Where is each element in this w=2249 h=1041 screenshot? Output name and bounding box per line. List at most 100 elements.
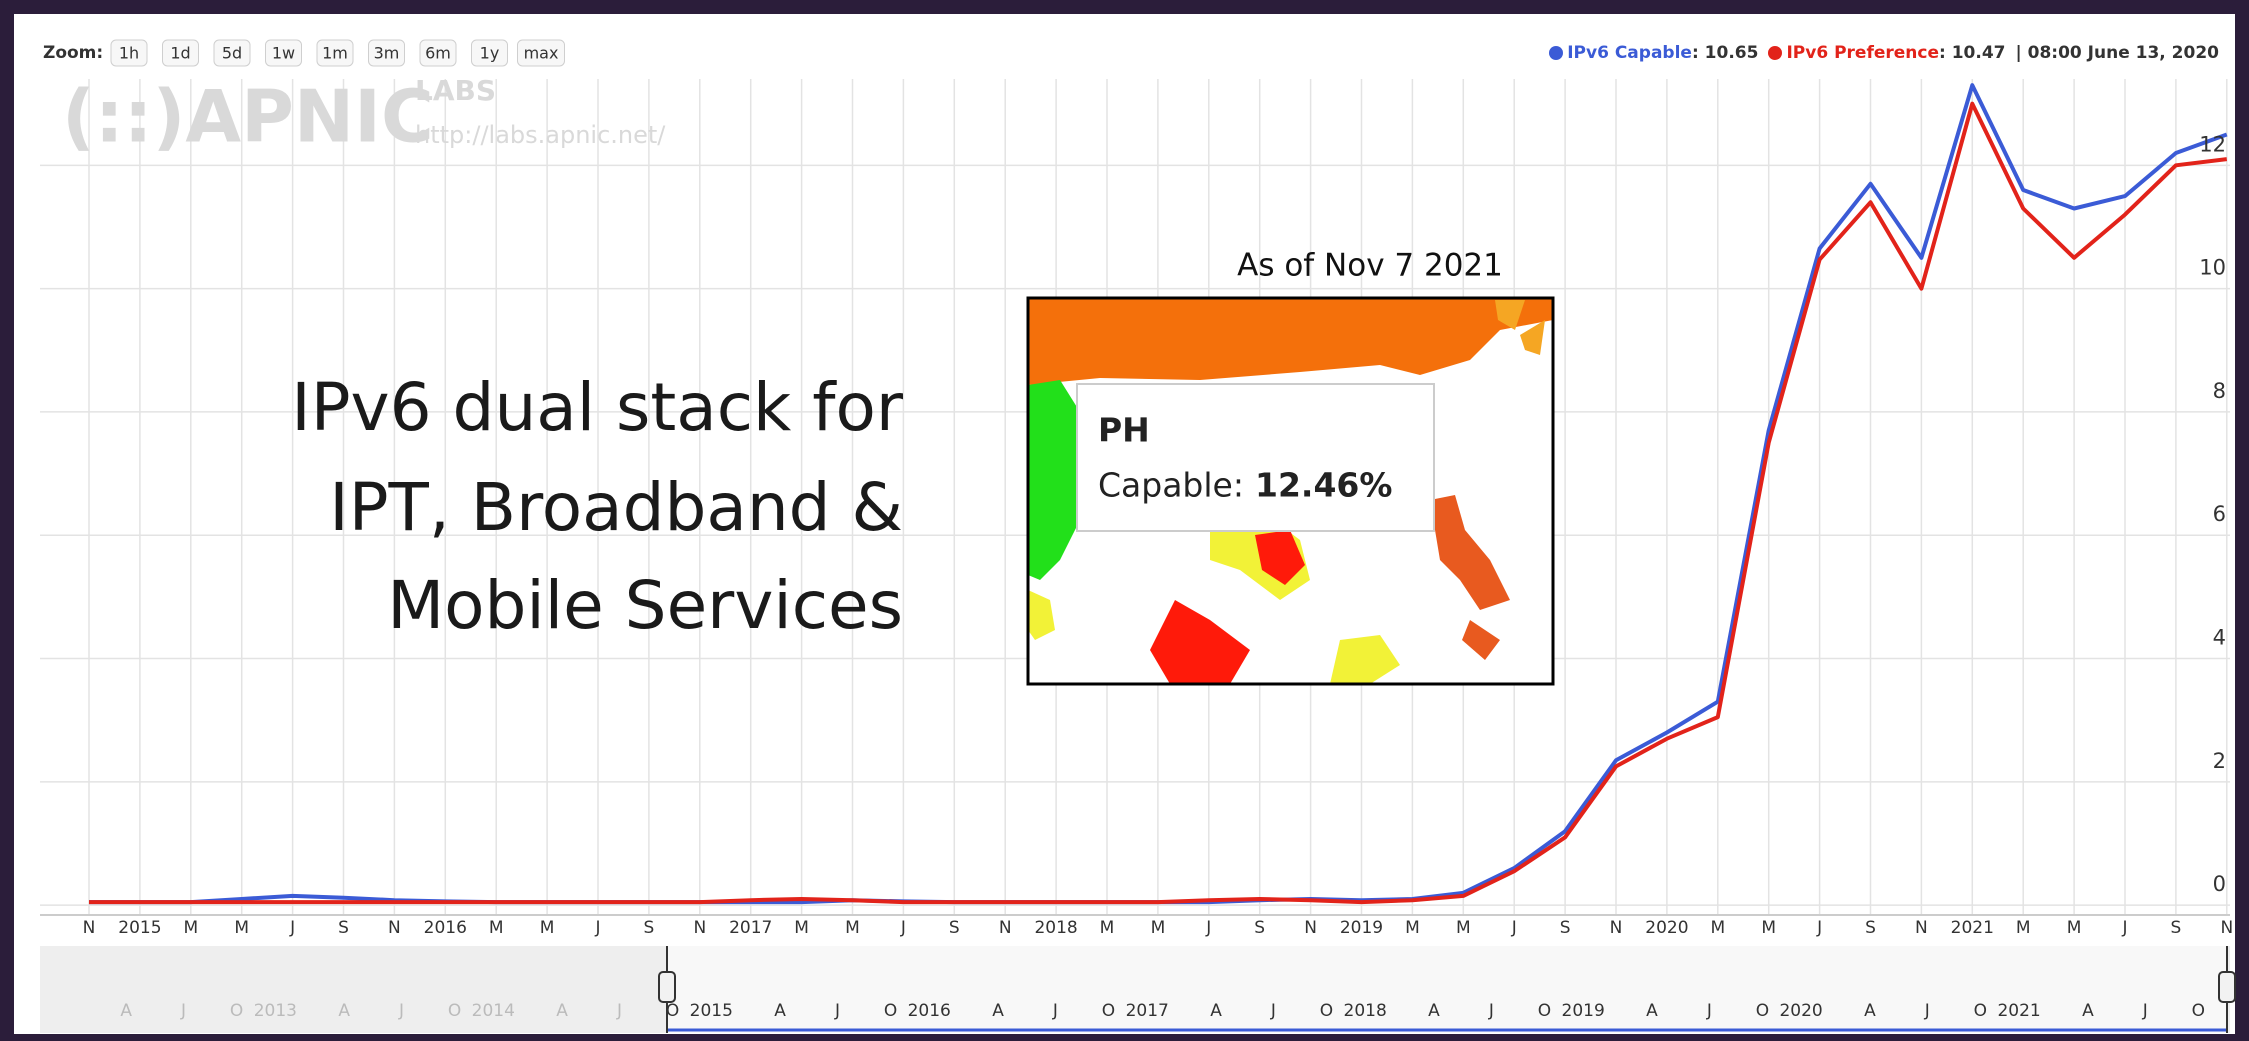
navigator-label: O — [1102, 1001, 1115, 1021]
y-tick-label: 4 — [2213, 626, 2226, 650]
zoom-button-label[interactable]: 3m — [374, 44, 400, 63]
zoom-button-label[interactable]: 1h — [119, 44, 139, 63]
navigator-label: A — [556, 1001, 568, 1021]
map-region — [1028, 590, 1055, 640]
legend: IPv6 Capable: 10.65 IPv6 Preference: 10.4… — [1539, 38, 2219, 68]
x-tick-label: S — [338, 918, 349, 938]
zoom-button[interactable] — [110, 39, 148, 67]
navigator-label: O — [1756, 1001, 1769, 1021]
zoom-button-label[interactable]: 1w — [272, 44, 295, 63]
logo-name: (::)APNIC — [62, 75, 434, 159]
map-region — [1430, 495, 1510, 660]
zoom-button[interactable] — [471, 39, 508, 67]
x-tick-label: J — [2121, 918, 2127, 938]
y-tick-label: 0 — [2213, 872, 2226, 896]
x-tick-label: N — [999, 918, 1012, 938]
navigator-label: A — [774, 1001, 786, 1021]
annotation-line: Mobile Services — [387, 567, 903, 644]
navigator-label: 2020 — [1779, 1001, 1822, 1021]
navigator-label: O — [884, 1001, 897, 1021]
navigator-label: O — [1538, 1001, 1551, 1021]
x-tick-label: S — [949, 918, 960, 938]
navigator-label: 2019 — [1562, 1001, 1605, 1021]
legend-time: | 08:00 June 13, 2020 — [2015, 43, 2220, 63]
navigator-label: O — [2192, 1001, 2205, 1021]
x-tick-label: 2019 — [1340, 918, 1383, 938]
navigator-label: 2018 — [1344, 1001, 1387, 1021]
y-tick-label: 8 — [2213, 379, 2226, 403]
annotation: IPv6 dual stack for IPT, Broadband & Mob… — [291, 369, 904, 644]
x-tick-label: N — [1610, 918, 1623, 938]
zoom-button-label[interactable]: 5d — [222, 44, 242, 63]
navigator-label: J — [1052, 1001, 1058, 1021]
x-tick-label: J — [900, 918, 906, 938]
y-tick-label: 2 — [2213, 749, 2226, 773]
zoom-button-label[interactable]: 1y — [480, 44, 500, 63]
x-tick-label: S — [1865, 918, 1876, 938]
zoom-button-label[interactable]: 1d — [170, 44, 190, 63]
zoom-button[interactable] — [316, 39, 354, 67]
x-tick-label: M — [183, 918, 198, 938]
navigator-label: J — [398, 1001, 404, 1021]
zoom-button-label[interactable]: 1m — [322, 44, 348, 63]
legend-readout: : 10.47 — [1939, 43, 2006, 63]
x-tick-label: J — [289, 918, 295, 938]
x-tick-label: S — [644, 918, 655, 938]
x-tick-label: J — [1511, 918, 1517, 938]
x-tick-label: 2017 — [729, 918, 772, 938]
inset-border — [1026, 296, 1555, 686]
legend-readout: : 10.65 — [1691, 43, 1759, 63]
y-tick-label: 10 — [2199, 256, 2226, 280]
zoom-button[interactable] — [162, 39, 199, 67]
inset-caption: As of Nov 7 2021 — [1237, 248, 1503, 284]
series-line — [89, 101, 2228, 905]
navigator-label: O — [448, 1001, 461, 1021]
navigator-label: J — [1924, 1001, 1930, 1021]
map-region — [1255, 530, 1305, 585]
x-tick-label: M — [845, 918, 860, 938]
x-tick-label: 2016 — [424, 918, 467, 938]
map-region — [1150, 600, 1250, 684]
x-tick-label: M — [1710, 918, 1725, 938]
x-tick-label: M — [234, 918, 249, 938]
logo-labs: LABS — [415, 74, 496, 107]
zoom-button[interactable] — [265, 39, 302, 67]
tooltip-value: 12.46% — [1255, 466, 1392, 505]
x-tick-label: 2021 — [1951, 918, 1994, 938]
legend-name: IPv6 Capable — [1567, 43, 1692, 63]
x-tick-label: M — [2016, 918, 2031, 938]
navigator-label: O — [666, 1001, 679, 1021]
x-tick-label: S — [1254, 918, 1265, 938]
zoom-button[interactable] — [213, 39, 251, 67]
navigator-label: 2016 — [908, 1001, 951, 1021]
x-tick-label: N — [693, 918, 706, 938]
zoom-label: Zoom: — [43, 43, 103, 63]
map-region — [1330, 635, 1400, 684]
annotation-line: IPT, Broadband & — [329, 469, 903, 546]
zoom-button[interactable] — [419, 39, 457, 67]
navigator-label: O — [1974, 1001, 1987, 1021]
map-region — [1028, 380, 1085, 580]
navigator-label: A — [1864, 1001, 1876, 1021]
navigator-selection — [667, 946, 2227, 1033]
x-tick-label: M — [1456, 918, 1471, 938]
map-region — [1495, 300, 1545, 355]
x-tick-label: S — [2171, 918, 2182, 938]
annotation-line: IPv6 dual stack for — [291, 369, 904, 446]
navigator-handle[interactable] — [658, 971, 676, 1003]
inset-map: PH Capable: 12.46% — [1026, 296, 1555, 686]
navigator-label: A — [1428, 1001, 1440, 1021]
navigator-label: 2015 — [690, 1001, 733, 1021]
navigator-handle[interactable] — [2218, 971, 2236, 1003]
navigator-label: A — [338, 1001, 350, 1021]
navigator-label: A — [120, 1001, 132, 1021]
zoom-button[interactable] — [368, 39, 405, 67]
tooltip-label: Capable: — [1098, 466, 1244, 505]
navigator-label: J — [2142, 1001, 2148, 1021]
zoom-button-label[interactable]: max — [524, 44, 559, 63]
zoom-button[interactable] — [517, 39, 565, 67]
zoom-button-label[interactable]: 6m — [425, 44, 451, 63]
x-tick-label: M — [2067, 918, 2082, 938]
x-tick-label: M — [489, 918, 504, 938]
navigator-label: O — [1320, 1001, 1333, 1021]
